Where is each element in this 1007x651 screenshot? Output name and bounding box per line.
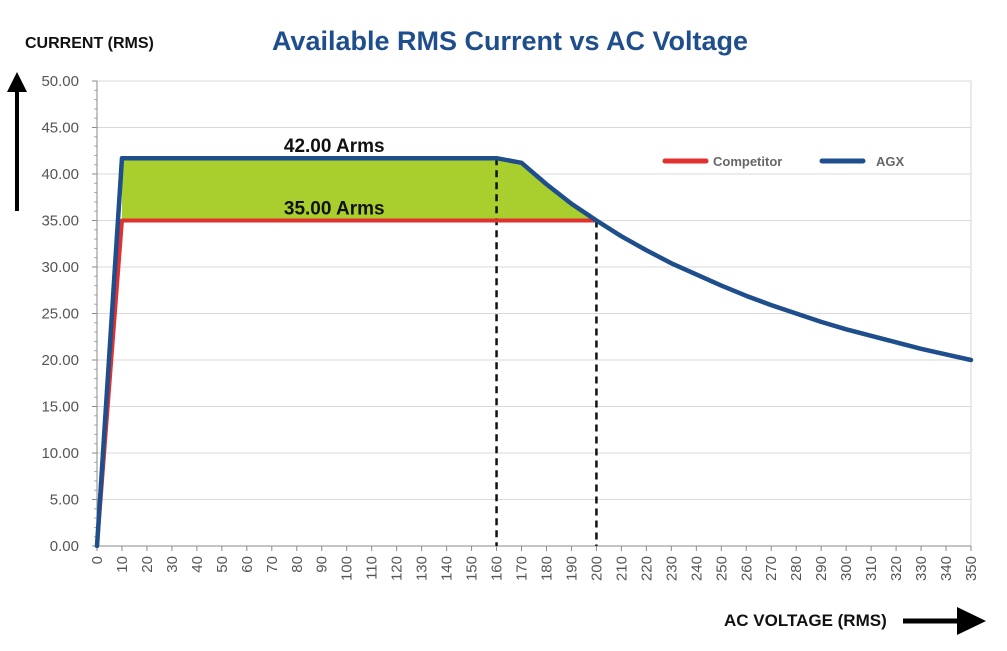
x-tick-label: 310 (863, 556, 880, 581)
y-tick-label: 35.00 (41, 213, 79, 230)
y-tick-label: 0.00 (50, 538, 79, 555)
x-tick-label: 90 (314, 556, 331, 573)
x-axis-label: AC VOLTAGE (RMS) (724, 611, 887, 630)
series-line-agx (94, 155, 974, 549)
x-axis-arrow-icon (903, 607, 986, 635)
x-tick-label: 220 (638, 556, 655, 581)
x-tick-label: 250 (713, 556, 730, 581)
x-tick-label: 40 (189, 556, 206, 573)
x-tick-label: 180 (538, 556, 555, 581)
x-tick-label: 240 (688, 556, 705, 581)
advantage-fill-area (121, 158, 597, 221)
annotation-label: 42.00 Arms (284, 136, 385, 157)
x-tick-label: 350 (963, 556, 980, 581)
x-tick-label: 330 (913, 556, 930, 581)
x-tick-label: 80 (289, 556, 306, 573)
x-tick-label: 260 (738, 556, 755, 581)
chart-title: Available RMS Current vs AC Voltage (272, 26, 748, 56)
x-tick-label: 340 (938, 556, 955, 581)
x-tick-label: 210 (613, 556, 630, 581)
legend-label-agx: AGX (876, 154, 905, 169)
x-tick-label: 170 (514, 556, 531, 581)
x-tick-label: 110 (364, 556, 381, 580)
annotation-label: 35.00 Arms (284, 199, 385, 220)
x-tick-label: 200 (588, 556, 605, 581)
x-tick-label: 300 (838, 556, 855, 581)
y-tick-label: 45.00 (41, 120, 79, 137)
x-tick-label: 0 (89, 556, 106, 564)
x-tick-label: 270 (763, 556, 780, 581)
y-axis-label: CURRENT (RMS) (25, 35, 154, 52)
x-tick-label: 280 (788, 556, 805, 581)
y-tick-label: 15.00 (41, 399, 79, 416)
x-tick-label: 290 (813, 556, 830, 581)
x-tick-label: 160 (489, 556, 506, 581)
x-tick-label: 150 (464, 556, 481, 581)
y-tick-label: 25.00 (41, 306, 79, 323)
x-tick-label: 60 (239, 556, 256, 573)
x-tick-label: 190 (563, 556, 580, 581)
y-tick-label: 30.00 (41, 259, 79, 276)
x-tick-label: 30 (164, 556, 181, 573)
y-tick-label: 20.00 (41, 352, 79, 369)
x-tick-label: 10 (114, 556, 131, 573)
x-tick-label: 50 (214, 556, 231, 573)
x-tick-label: 230 (663, 556, 680, 581)
x-tick-label: 140 (439, 556, 456, 581)
plot-area: 0.00 5.00 10.00 15.00 20.00 25.00 30.00 35.00 40… (41, 73, 980, 581)
x-tick-label: 320 (888, 556, 905, 581)
legend-label-competitor: Competitor (713, 154, 782, 169)
x-tick-label: 120 (389, 556, 406, 581)
x-tick-label: 70 (264, 556, 281, 573)
y-tick-label: 40.00 (41, 166, 79, 183)
y-tick-label: 10.00 (41, 445, 79, 462)
y-tick-label: 50.00 (41, 73, 79, 90)
x-tick-label: 130 (414, 556, 431, 581)
x-tick-label: 20 (139, 556, 156, 573)
y-tick-label: 5.00 (50, 492, 79, 509)
x-tick-label: 100 (339, 556, 356, 581)
y-axis-arrow-icon (7, 72, 27, 211)
